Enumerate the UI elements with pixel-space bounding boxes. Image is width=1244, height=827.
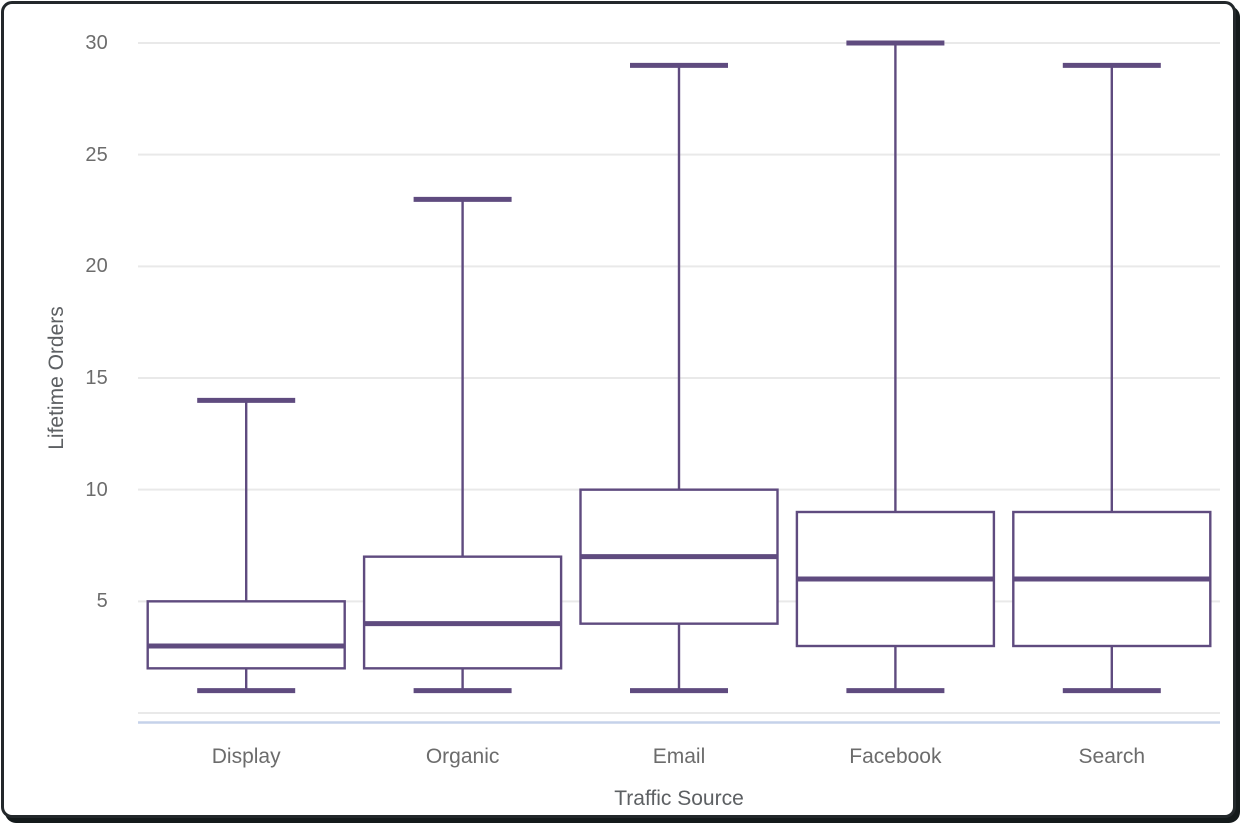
boxplot-facebook[interactable] <box>795 40 996 694</box>
x-category-label: Organic <box>425 745 500 768</box>
iqr-box <box>362 555 563 670</box>
iqr-box <box>146 600 346 670</box>
y-axis-title: Lifetime Orders <box>45 306 68 450</box>
x-axis-title: Traffic Source <box>614 787 744 810</box>
y-tick-label: 25 <box>85 143 108 166</box>
x-category-label: Email <box>652 745 706 768</box>
y-tick-label: 15 <box>85 367 108 389</box>
x-category-label: Search <box>1078 745 1146 768</box>
boxplot-email[interactable] <box>579 62 779 694</box>
boxplot-display[interactable] <box>146 397 346 694</box>
x-category-label: Display <box>211 745 281 768</box>
y-tick-label: 20 <box>85 255 108 278</box>
y-tick-label: 30 <box>85 32 108 54</box>
boxplot-search[interactable] <box>1012 62 1212 694</box>
y-tick-label: 5 <box>96 590 108 613</box>
x-category-label: Facebook <box>849 745 942 768</box>
boxplot-organic[interactable] <box>362 196 563 694</box>
y-tick-label: 10 <box>85 478 108 501</box>
